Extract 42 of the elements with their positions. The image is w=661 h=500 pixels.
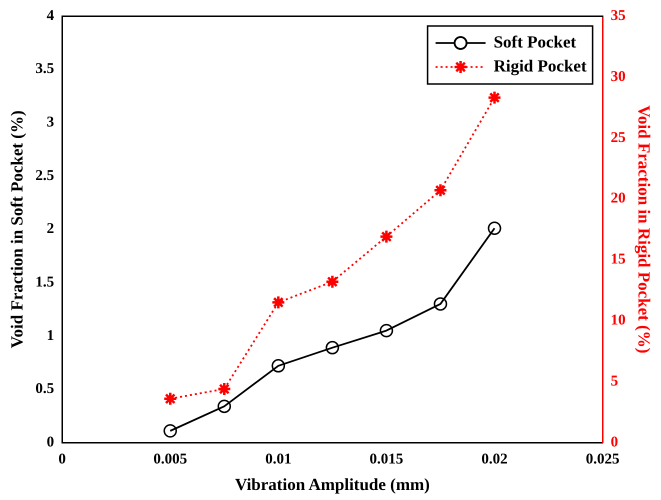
point [434,297,448,311]
point [488,221,502,235]
x-tick-label: 0.025 [586,451,620,468]
point [380,324,394,338]
y-tick-label: 3 [46,114,54,131]
y-tick-label: 4 [46,8,55,24]
y-tick-label: 3.5 [35,61,54,78]
point [271,295,286,310]
legend-label: Soft Pocket [494,32,577,52]
y-tick-label: 2 [46,221,54,238]
point [325,274,340,289]
x-tick-label: 0.01 [265,451,292,468]
point [326,340,340,354]
y-tick-label: 1 [46,328,54,344]
x-tick-label: 0.02 [481,451,508,468]
y2-tick-label: 15 [610,252,626,268]
x-tick-label: 0 [58,451,66,468]
y2-axis-title: Void Fraction in Rigid Pocket (%) [634,105,654,354]
y2-tick-label: 10 [610,312,626,329]
y-tick-label: 2.5 [35,168,54,184]
point [379,229,394,244]
y2-tick-label: 35 [610,8,626,24]
y2-tick-label: 30 [610,68,626,85]
y-tick-label: 0.5 [35,381,54,398]
x-tick-label: 0.015 [370,451,404,468]
y2-tick-label: 20 [610,190,626,207]
point [272,359,286,373]
point [487,90,502,105]
y-tick-label: 1.5 [35,274,54,290]
y-tick-label: 0 [46,434,54,450]
point [163,424,177,438]
x-tick-label: 0.005 [153,451,188,468]
legend-label: Rigid Pocket [494,56,587,76]
point [433,183,448,198]
y2-tick-label: 5 [610,374,618,390]
y2-tick-label: 25 [610,130,626,146]
point [218,400,232,414]
point [162,391,178,406]
y2-tick-label: 0 [610,434,618,450]
x-axis-title: Vibration Amplitude (mm) [234,475,430,494]
y-axis-title: Void Fraction in Soft Pocket (%) [8,110,27,348]
point [217,382,232,396]
